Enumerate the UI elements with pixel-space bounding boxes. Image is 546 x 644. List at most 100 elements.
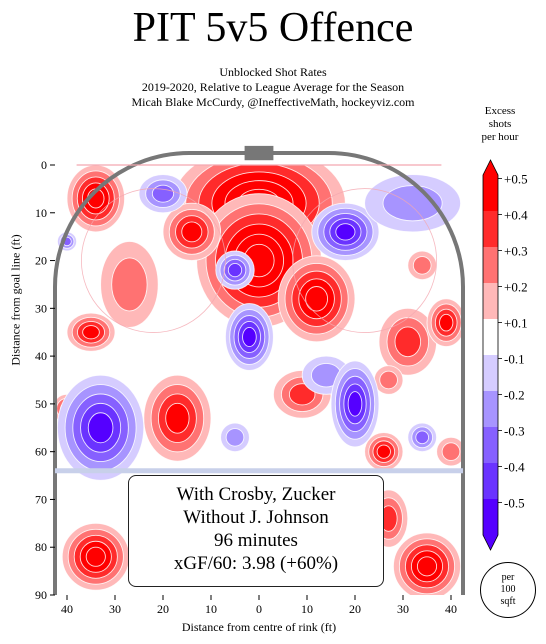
excess-region-17: [436, 436, 463, 467]
legend: +0.5 +0.4 +0.3 +0.2 +0.1 -0.1 -0.2 -0.3 -0.4 -0.5: [482, 159, 528, 551]
y-tick-label: 60: [35, 445, 47, 459]
y-tick-label: 40: [35, 349, 47, 363]
x-tick-label: 10: [301, 602, 313, 616]
legend-outline: [482, 159, 499, 551]
excess-region-3: [277, 255, 356, 343]
legend-band-9: [483, 463, 498, 500]
contour-level-2: [111, 257, 148, 312]
heatmap-area: [55, 165, 463, 595]
x-tick-label: 10: [205, 602, 217, 616]
contour-level-5: [305, 286, 329, 312]
contour-level-2: [225, 428, 245, 447]
chart-title: PIT 5v5 Offence: [132, 5, 414, 51]
excess-region-11: [378, 307, 438, 376]
faceoff-circle-right: [292, 188, 438, 333]
x-tick-label: 30: [109, 602, 121, 616]
per-area-line-1: per: [501, 572, 515, 583]
contour-level-2: [441, 442, 461, 461]
contour-level-4: [82, 325, 100, 340]
contour-level-5: [85, 546, 106, 567]
y-tick-label: 10: [35, 206, 47, 220]
subtitle-line-1: Unblocked Shot Rates: [219, 65, 327, 79]
legend-title-line-1: Excess: [484, 105, 516, 117]
legend-band-4: [483, 283, 498, 320]
legend-label: +0.3: [504, 244, 528, 259]
legend-band-7: [483, 391, 498, 428]
excess-region-12: [426, 298, 463, 347]
legend-band-1: [483, 175, 498, 212]
deficit-region-22: [224, 303, 274, 371]
per-area-line-3: sqft: [500, 596, 516, 607]
x-tick-label: 40: [445, 602, 457, 616]
contour-level-5: [416, 556, 438, 577]
y-tick-label: 70: [35, 492, 47, 506]
deficit-region-27: [330, 360, 380, 448]
excess-region-18: [61, 522, 130, 591]
x-tick-label: 40: [61, 602, 73, 616]
legend-label: +0.5: [504, 172, 528, 187]
x-axis-label: Distance from centre of rink (ft): [181, 620, 337, 634]
legend-extend-bottom: [483, 535, 498, 550]
excess-region-15: [373, 365, 404, 395]
contour-level-2: [412, 256, 432, 275]
faceoff-circle-left: [80, 188, 226, 333]
subtitle-line-2: 2019-2020, Relative to League Average fo…: [141, 80, 405, 94]
legend-band-2: [483, 211, 498, 248]
x-tick-label: 20: [157, 602, 169, 616]
excess-region-5: [66, 165, 126, 233]
excess-region-4: [162, 202, 222, 262]
goal-net: [244, 145, 274, 161]
contour-level-5: [335, 223, 356, 241]
contour-level-3: [415, 430, 430, 445]
legend-band-8: [483, 427, 498, 464]
deficit-region-20: [56, 374, 145, 481]
y-axis-label: Distance from goal line (ft): [8, 234, 23, 366]
y-tick-label: 50: [35, 397, 47, 411]
excess-region-9: [143, 374, 212, 462]
subtitle-line-3: Micah Blake McCurdy, @IneffectiveMath, h…: [131, 95, 415, 109]
info-box: With Crosby, Zucker Without J. Johnson 9…: [128, 475, 384, 587]
contour-level-5: [347, 391, 363, 417]
contour-level-3: [288, 383, 316, 406]
legend-extend-top: [483, 160, 498, 175]
y-tick-label: 20: [35, 254, 47, 268]
contour-level-4: [376, 444, 391, 459]
y-tick-label: 90: [35, 588, 47, 602]
legend-label: +0.1: [504, 316, 528, 331]
legend-band-3: [483, 247, 498, 284]
excess-region-7: [100, 240, 159, 328]
excess-region-13: [364, 432, 404, 472]
legend-band-5: [483, 319, 498, 356]
y-tick-label: 30: [35, 301, 47, 315]
rink-markings: [53, 145, 465, 595]
info-line-xgf: xGF/60: 3.98 (+60%): [173, 553, 339, 574]
x-tick-label: 20: [349, 602, 361, 616]
contour-level-5: [242, 326, 257, 348]
excess-region-6: [66, 312, 116, 352]
legend-title-line-2: shots: [488, 118, 512, 130]
axes: 0 10 20 30 40 50 60 70 80 90 40 30 20 10 0 10 20 30 40: [35, 158, 457, 616]
legend-label: -0.5: [504, 496, 525, 511]
x-tick-label: 30: [397, 602, 409, 616]
contour-level-3: [394, 326, 422, 358]
deficit-region-30: [220, 422, 250, 453]
deficit-region-26: [138, 174, 188, 214]
legend-label: -0.3: [504, 424, 525, 439]
x-tick-label: 0: [256, 602, 262, 616]
contour-level-3: [151, 184, 175, 203]
deficit-region-24: [311, 202, 380, 262]
y-tick-label: 0: [41, 158, 47, 172]
y-tick-label: 80: [35, 540, 47, 554]
legend-label: -0.4: [504, 460, 525, 475]
excess-region-16: [407, 250, 438, 281]
legend-band-10: [483, 499, 498, 536]
legend-label: -0.2: [504, 388, 525, 403]
info-line-players-with: With Crosby, Zucker: [176, 484, 336, 505]
legend-label: +0.4: [504, 208, 528, 223]
legend-label: -0.1: [504, 352, 525, 367]
legend-band-6: [483, 355, 498, 392]
contour-level-4: [227, 263, 243, 278]
legend-title-line-3: per hour: [481, 131, 519, 143]
info-line-players-without: Without J. Johnson: [183, 507, 329, 528]
